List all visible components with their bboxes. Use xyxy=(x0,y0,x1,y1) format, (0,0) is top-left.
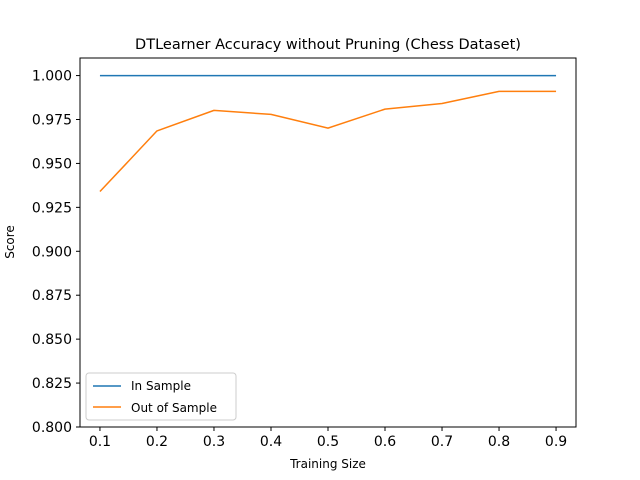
y-tick-label: 0.850 xyxy=(32,332,72,348)
y-tick-label: 0.975 xyxy=(32,113,72,129)
x-tick-label: 0.9 xyxy=(545,434,567,450)
chart-title: DTLearner Accuracy without Pruning (Ches… xyxy=(135,37,521,53)
y-tick-label: 0.875 xyxy=(32,288,72,304)
series-lines xyxy=(99,74,557,193)
plot-frame xyxy=(79,57,577,428)
x-tick-label: 0.7 xyxy=(431,434,453,450)
x-axis-label: Training Size xyxy=(289,457,366,471)
x-tick-label: 0.8 xyxy=(488,434,510,450)
y-axis-ticks: 0.800 0.825 0.850 0.875 0.900 0.925 0.950 0.975… xyxy=(32,69,80,436)
legend: In Sample Out of Sample xyxy=(85,372,237,421)
x-tick-label: 0.3 xyxy=(203,434,225,450)
x-tick-label: 0.4 xyxy=(260,434,282,450)
x-tick-label: 0.6 xyxy=(374,434,396,450)
y-tick-label: 0.800 xyxy=(32,420,72,436)
y-tick-label: 0.825 xyxy=(32,376,72,392)
y-tick-label: 1.000 xyxy=(32,69,72,85)
y-tick-label: 0.900 xyxy=(32,244,72,260)
x-axis-ticks: 0.1 0.2 0.3 0.4 0.5 0.6 0.7 0.8 0.9 xyxy=(89,427,567,450)
series-line-out-of-sample xyxy=(99,90,557,193)
x-tick-label: 0.5 xyxy=(317,434,339,450)
legend-label-in-sample: In Sample xyxy=(131,379,191,393)
x-tick-label: 0.1 xyxy=(89,434,111,450)
y-tick-label: 0.950 xyxy=(32,156,72,172)
legend-box xyxy=(85,372,237,421)
legend-label-out-of-sample: Out of Sample xyxy=(131,401,217,415)
y-axis-label: Score xyxy=(3,225,17,259)
y-tick-label: 0.925 xyxy=(32,200,72,216)
x-tick-label: 0.2 xyxy=(146,434,168,450)
